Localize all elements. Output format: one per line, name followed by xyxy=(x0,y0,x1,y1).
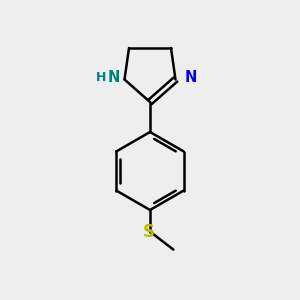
Text: S: S xyxy=(143,223,155,241)
Text: N: N xyxy=(107,70,120,85)
Text: N: N xyxy=(184,70,197,85)
Text: H: H xyxy=(95,71,106,84)
